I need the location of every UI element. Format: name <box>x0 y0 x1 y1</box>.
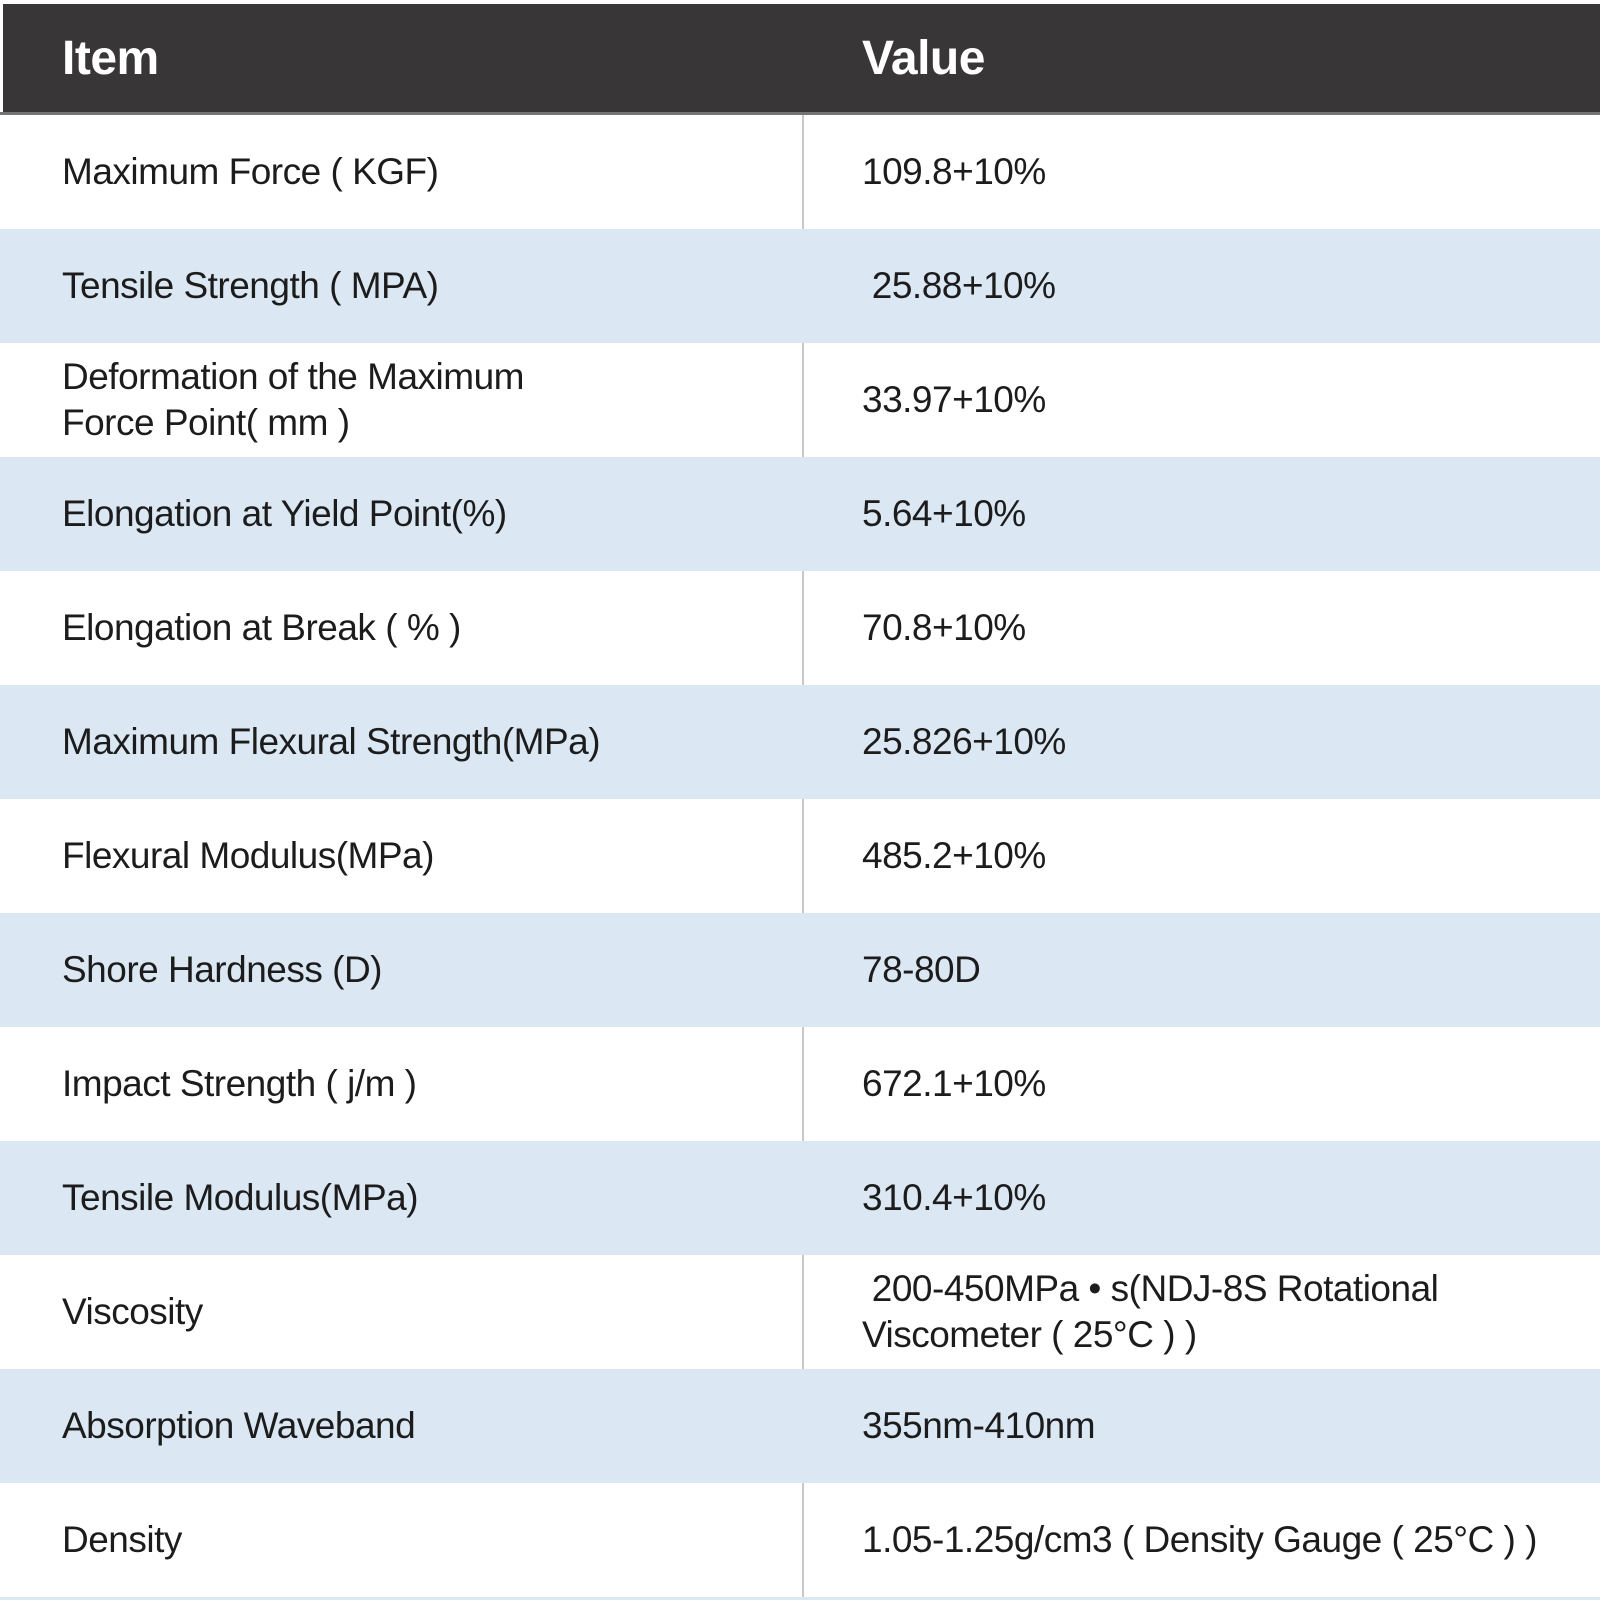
value-cell: 109.8+10% <box>802 115 1600 229</box>
value-cell: 1.05-1.25g/cm3 ( Density Gauge ( 25°C ) … <box>802 1483 1600 1597</box>
table-row: Absorption Waveband 355nm-410nm <box>0 1369 1600 1483</box>
table-body: Maximum Force ( KGF) 109.8+10% Tensile S… <box>0 115 1600 1600</box>
table-row: Maximum Flexural Strength(MPa) 25.826+10… <box>0 685 1600 799</box>
header-underline <box>0 112 1600 115</box>
value-cell: 70.8+10% <box>802 571 1600 685</box>
item-cell: Shore Hardness (D) <box>62 949 383 990</box>
value-cell: 485.2+10% <box>802 799 1600 913</box>
item-cell: Density <box>62 1519 182 1560</box>
item-cell: Maximum Force ( KGF) <box>62 151 439 192</box>
item-cell: Deformation of the Maximum Force Point( … <box>62 356 525 443</box>
value-cell: 25.88+10% <box>862 265 1056 306</box>
table-row: Elongation at Break ( % ) 70.8+10% <box>0 571 1600 685</box>
value-cell: 25.826+10% <box>862 721 1066 762</box>
item-cell: Tensile Modulus(MPa) <box>62 1177 419 1218</box>
item-cell: Tensile Strength ( MPA) <box>62 265 439 306</box>
value-cell: 355nm-410nm <box>862 1405 1096 1446</box>
partial-next-row <box>0 1597 1600 1600</box>
value-cell: 33.97+10% <box>802 343 1600 457</box>
table-row: Tensile Strength ( MPA) 25.88+10% <box>0 229 1600 343</box>
value-cell: 5.64+10% <box>862 493 1026 534</box>
column-header-value: Value <box>862 31 985 85</box>
table-header-row: Item Value <box>3 4 1600 112</box>
table-row: Elongation at Yield Point(%) 5.64+10% <box>0 457 1600 571</box>
item-cell: Elongation at Break ( % ) <box>62 607 461 648</box>
table-row: Flexural Modulus(MPa) 485.2+10% <box>0 799 1600 913</box>
table-row: Density 1.05-1.25g/cm3 ( Density Gauge (… <box>0 1483 1600 1597</box>
item-cell: Absorption Waveband <box>62 1405 416 1446</box>
table-header: Item Value <box>0 0 1600 115</box>
table-row: Impact Strength ( j/m ) 672.1+10% <box>0 1027 1600 1141</box>
header-cell-item: Item <box>3 31 802 86</box>
value-cell: 78-80D <box>862 949 981 990</box>
table-row: Deformation of the Maximum Force Point( … <box>0 343 1600 457</box>
item-cell: Maximum Flexural Strength(MPa) <box>62 721 601 762</box>
value-cell: 310.4+10% <box>862 1177 1046 1218</box>
table-row: Shore Hardness (D) 78-80D <box>0 913 1600 1027</box>
item-cell: Impact Strength ( j/m ) <box>62 1063 417 1104</box>
item-cell: Viscosity <box>62 1291 203 1332</box>
value-cell: 200-450MPa • s(NDJ-8S Rotational Viscome… <box>802 1255 1600 1369</box>
table-row: Viscosity 200-450MPa • s(NDJ-8S Rotation… <box>0 1255 1600 1369</box>
value-cell: 672.1+10% <box>802 1027 1600 1141</box>
header-cell-value: Value <box>802 31 1600 86</box>
column-header-item: Item <box>62 31 159 85</box>
item-cell: Elongation at Yield Point(%) <box>62 493 507 534</box>
table-row: Tensile Modulus(MPa) 310.4+10% <box>0 1141 1600 1255</box>
item-cell: Flexural Modulus(MPa) <box>62 835 434 876</box>
table-row: Maximum Force ( KGF) 109.8+10% <box>0 115 1600 229</box>
